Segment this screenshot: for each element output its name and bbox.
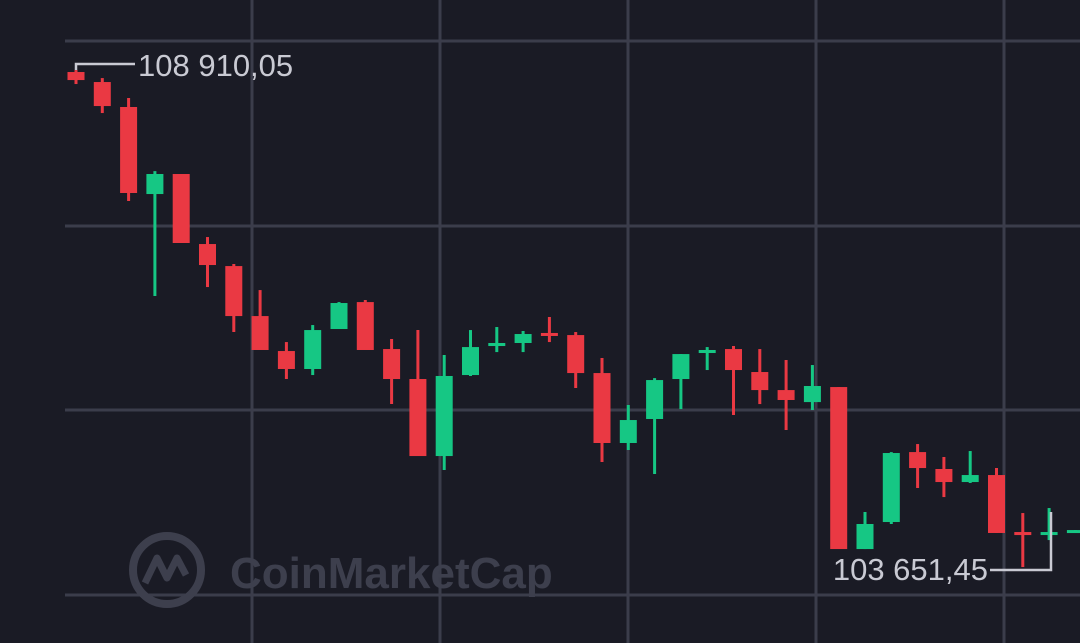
candle-body xyxy=(961,475,979,483)
watermark-logo-mark xyxy=(141,554,190,585)
watermark-logo xyxy=(129,532,205,608)
candle-body xyxy=(1040,532,1058,536)
candle-body xyxy=(330,303,348,330)
callouts: 108 910,05 103 651,45 xyxy=(74,48,1053,587)
candle-body xyxy=(93,82,111,107)
candle-body xyxy=(751,372,769,391)
candle-body xyxy=(514,334,532,344)
candle-body xyxy=(1066,530,1080,534)
candle-body xyxy=(251,316,269,350)
candle-body xyxy=(567,335,585,374)
candle-body xyxy=(540,332,558,336)
candle-body xyxy=(593,373,611,444)
candle-body xyxy=(146,174,164,195)
candle-body xyxy=(935,468,953,483)
candle-body xyxy=(909,452,927,469)
candle-body xyxy=(882,453,900,523)
candle-body xyxy=(988,475,1005,533)
candle-body xyxy=(725,349,742,371)
candle-body xyxy=(356,302,374,350)
candle-body xyxy=(830,387,848,550)
low-callout-line xyxy=(990,512,1053,572)
candle-body xyxy=(1014,532,1032,536)
low-label: 103 651,45 xyxy=(833,552,988,587)
candle-body xyxy=(646,380,664,419)
candle-body xyxy=(199,244,216,266)
candle-body xyxy=(435,375,453,457)
candle-body xyxy=(672,354,690,380)
candle-body xyxy=(172,174,190,244)
candle-body xyxy=(619,420,637,444)
candle-body xyxy=(383,349,401,380)
candle-body xyxy=(488,343,506,347)
candle-body xyxy=(462,347,479,376)
candle-body xyxy=(856,524,874,550)
candle-body xyxy=(67,72,85,81)
watermark-text: CoinMarketCap xyxy=(230,549,553,598)
candle-body xyxy=(698,349,716,354)
watermark: CoinMarketCap xyxy=(129,532,553,608)
candle-body xyxy=(277,351,295,369)
candle-body xyxy=(803,386,821,403)
candle-body xyxy=(120,106,138,194)
candles xyxy=(67,70,1080,568)
high-label: 108 910,05 xyxy=(138,48,293,83)
candle-body xyxy=(777,390,795,400)
high-callout-line xyxy=(74,62,135,71)
candle-body xyxy=(225,266,243,317)
candle-body xyxy=(409,379,427,457)
candle-body xyxy=(304,330,322,369)
